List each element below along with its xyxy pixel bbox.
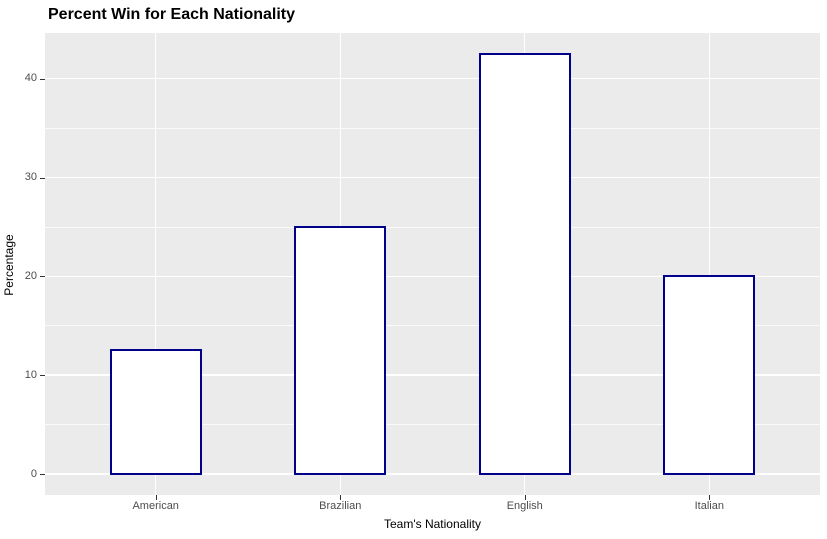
x-tick-english — [524, 495, 526, 500]
x-tick-brazilian — [340, 495, 342, 500]
gridline-minor-y-25 — [45, 226, 820, 228]
gridline-major-y-40 — [45, 78, 820, 80]
gridline-minor-y-35 — [45, 127, 820, 129]
x-axis-title: Team's Nationality — [384, 517, 481, 531]
gridline-major-x-italian — [708, 33, 710, 495]
y-tick-label-10: 10 — [24, 368, 37, 381]
bar-english — [478, 53, 571, 475]
plot-panel — [45, 33, 820, 495]
y-tick-20 — [40, 276, 45, 278]
x-tick-label-brazilian: Brazilian — [319, 500, 362, 512]
y-tick-label-30: 30 — [24, 171, 37, 184]
gridline-major-y-10 — [45, 374, 820, 376]
y-tick-30 — [40, 177, 45, 179]
y-tick-label-40: 40 — [24, 72, 37, 85]
x-tick-label-english: English — [506, 500, 543, 512]
gridline-minor-y-15 — [45, 325, 820, 327]
y-tick-10 — [40, 375, 45, 377]
chart-title: Percent Win for Each Nationality — [48, 6, 296, 23]
y-axis-title: Percentage — [2, 234, 16, 296]
y-tick-label-0: 0 — [30, 467, 37, 480]
gridline-major-x-american — [155, 33, 157, 495]
gridline-major-y-20 — [45, 275, 820, 278]
x-tick-label-italian: Italian — [694, 500, 724, 512]
y-tick-0 — [40, 474, 45, 475]
bar-italian — [663, 275, 756, 475]
gridline-minor-y-5 — [45, 424, 820, 425]
bar-brazilian — [294, 225, 387, 475]
x-tick-american — [155, 495, 157, 500]
gridline-major-y-0 — [45, 473, 820, 475]
y-tick-40 — [40, 78, 45, 80]
x-tick-label-american: American — [132, 500, 179, 512]
x-tick-italian — [709, 495, 711, 500]
bar-american — [109, 349, 202, 475]
y-tick-label-20: 20 — [24, 269, 37, 282]
gridline-major-y-30 — [45, 176, 820, 179]
